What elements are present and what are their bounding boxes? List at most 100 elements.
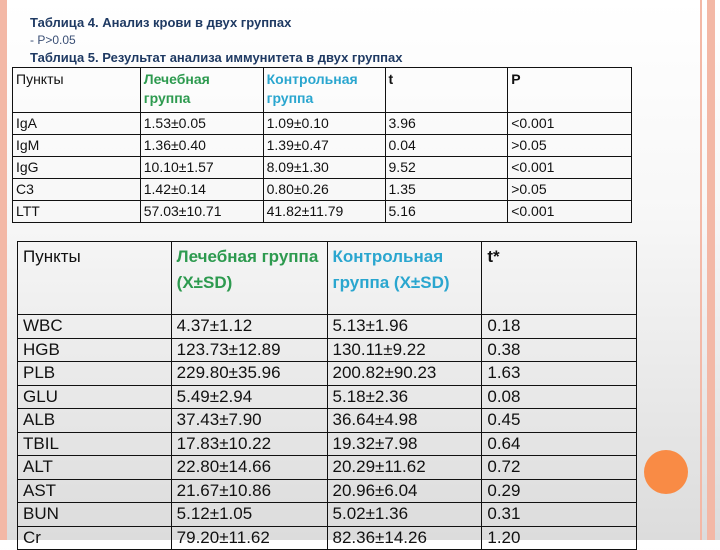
table-cell: 0.80±0.26 [262,178,386,201]
column-header: Пункты [12,67,141,113]
table-cell: 123.73±12.89 [170,337,328,362]
table-cell: 21.67±10.86 [170,478,328,503]
table-cell: GLU [17,384,172,409]
table-cell: 200.82±90.23 [326,361,483,386]
table4-note: - P>0.05 [30,33,76,47]
table-cell: 10.10±1.57 [139,156,264,179]
table-cell: 1.20 [481,525,637,550]
column-header: t* [481,241,637,315]
blood-analysis-table: Пункты Лечебная группа (X±SD) Контрольная … [17,241,637,550]
table-cell: 0.18 [481,314,637,339]
table-cell: BUN [17,502,172,527]
table-cell: 20.29±11.62 [326,455,483,480]
table-cell: 0.45 [481,408,637,433]
table-row: GLU 5.49±2.94 5.18±2.36 0.08 [17,384,637,409]
table-cell: 1.63 [481,361,637,386]
header-row: Пункты Лечебная группа Контрольная группа t… [12,67,632,113]
column-header: Лечебная группа [139,67,264,113]
column-header: P [507,67,632,113]
table-cell: 1.53±0.05 [139,112,264,135]
table4-title: Таблица 4. Анализ крови в двух группах [30,15,292,30]
table-cell: 5.16 [384,200,509,223]
column-header: Контрольная группа (X±SD) [326,241,483,315]
table-cell: 229.80±35.96 [170,361,328,386]
table-cell: 37.43±7.90 [170,408,328,433]
table-cell: 5.12±1.05 [170,502,328,527]
table-row: IgG 10.10±1.57 8.09±1.30 9.52 <0.001 [12,156,632,179]
table-cell: 1.39±0.47 [262,134,386,157]
table-row: IgM 1.36±0.40 1.39±0.47 0.04 >0.05 [12,134,632,157]
table-cell: 130.11±9.22 [326,337,483,362]
table-cell: 1.09±0.10 [262,112,386,135]
table-cell: 79.20±11.62 [170,525,328,550]
table-cell: 1.36±0.40 [139,134,264,157]
table-cell: 5.13±1.96 [326,314,483,339]
table-cell: IgA [12,112,141,135]
table-row: HGB 123.73±12.89 130.11±9.22 0.38 [17,337,637,362]
table-cell: 1.35 [384,178,509,201]
orange-circle-decoration [644,450,688,494]
table-cell: 3.96 [384,112,509,135]
table-cell: 5.18±2.36 [326,384,483,409]
table-row: ALT 22.80±14.66 20.29±11.62 0.72 [17,455,637,480]
table-cell: 0.08 [481,384,637,409]
table-row: PLB 229.80±35.96 200.82±90.23 1.63 [17,361,637,386]
right-border-line [700,0,702,540]
table-cell: 22.80±14.66 [170,455,328,480]
table-cell: HGB [17,337,172,362]
table-row: TBIL 17.83±10.22 19.32±7.98 0.64 [17,431,637,456]
table-cell: 36.64±4.98 [326,408,483,433]
table-cell: 4.37±1.12 [170,314,328,339]
immunity-table: Пункты Лечебная группа Контрольная группа t… [12,67,632,223]
table-cell: ALB [17,408,172,433]
table-cell: TBIL [17,431,172,456]
table-row: WBC 4.37±1.12 5.13±1.96 0.18 [17,314,637,339]
table-cell: 5.02±1.36 [326,502,483,527]
table-cell: <0.001 [507,156,632,179]
table-cell: 0.29 [481,478,637,503]
table-cell: <0.001 [507,200,632,223]
table-cell: PLB [17,361,172,386]
table-cell: Cr [17,525,172,550]
table-cell: ALT [17,455,172,480]
table-cell: WBC [17,314,172,339]
table-row: Cr 79.20±11.62 82.36±14.26 1.20 [17,525,637,550]
right-border-band [707,0,715,540]
table-cell: 0.31 [481,502,637,527]
column-header: t [384,67,509,113]
table-cell: <0.001 [507,112,632,135]
table-cell: 41.82±11.79 [262,200,386,223]
table-cell: 17.83±10.22 [170,431,328,456]
table-row: LTT 57.03±10.71 41.82±11.79 5.16 <0.001 [12,200,632,223]
table-cell: LTT [12,200,141,223]
table-cell: C3 [12,178,141,201]
table-cell: 8.09±1.30 [262,156,386,179]
table-cell: 19.32±7.98 [326,431,483,456]
table-row: IgA 1.53±0.05 1.09±0.10 3.96 <0.001 [12,112,632,135]
table-row: ALB 37.43±7.90 36.64±4.98 0.45 [17,408,637,433]
column-header: Пункты [17,241,172,315]
table-cell: 0.72 [481,455,637,480]
table-row: C3 1.42±0.14 0.80±0.26 1.35 >0.05 [12,178,632,201]
table-cell: 5.49±2.94 [170,384,328,409]
table-cell: 9.52 [384,156,509,179]
table-cell: 0.38 [481,337,637,362]
table-cell: 82.36±14.26 [326,525,483,550]
table-row: BUN 5.12±1.05 5.02±1.36 0.31 [17,502,637,527]
table-cell: IgM [12,134,141,157]
table-cell: AST [17,478,172,503]
header-row: Пункты Лечебная группа (X±SD) Контрольная … [17,241,637,315]
table-cell: 1.42±0.14 [139,178,264,201]
left-border-decoration [0,0,7,540]
table-cell: 57.03±10.71 [139,200,264,223]
table-cell: >0.05 [507,178,632,201]
table5-title: Таблица 5. Результат анализа иммунитета … [30,50,403,65]
table-cell: IgG [12,156,141,179]
table-cell: >0.05 [507,134,632,157]
table-row: AST 21.67±10.86 20.96±6.04 0.29 [17,478,637,503]
column-header: Контрольная группа [262,67,386,113]
column-header: Лечебная группа (X±SD) [170,241,328,315]
table-cell: 0.04 [384,134,509,157]
table-cell: 20.96±6.04 [326,478,483,503]
table-cell: 0.64 [481,431,637,456]
